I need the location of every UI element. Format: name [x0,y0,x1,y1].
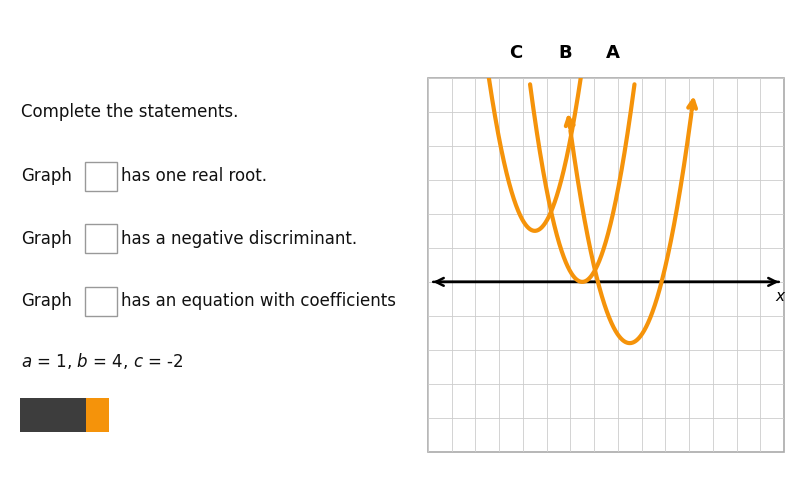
Text: ✓: ✓ [92,408,103,422]
Text: Graph: Graph [22,168,72,186]
Bar [86,399,110,433]
Text: Graph: Graph [22,230,72,248]
Text: has one real root.: has one real root. [121,168,267,186]
Bar [20,399,86,433]
Text: Complete the statements.: Complete the statements. [22,103,238,121]
Bar [85,162,117,191]
Text: DONE: DONE [26,409,70,422]
Text: ∨: ∨ [106,234,113,244]
Text: B: B [559,44,573,62]
Text: ∨: ∨ [106,296,113,306]
Text: C: C [509,44,522,62]
Text: x: x [776,289,785,304]
Text: has a negative discriminant.: has a negative discriminant. [121,230,357,248]
Text: Graph: Graph [22,292,72,310]
Text: ∨: ∨ [106,172,113,181]
Text: has an equation with coefficients: has an equation with coefficients [121,292,396,310]
Text: $a$ = 1, $b$ = 4, $c$ = -2: $a$ = 1, $b$ = 4, $c$ = -2 [22,351,184,371]
Bar [85,287,117,315]
Bar [85,224,117,253]
Text: Relating Solutions and Roots: Relating Solutions and Roots [24,21,478,49]
Text: A: A [606,44,620,62]
